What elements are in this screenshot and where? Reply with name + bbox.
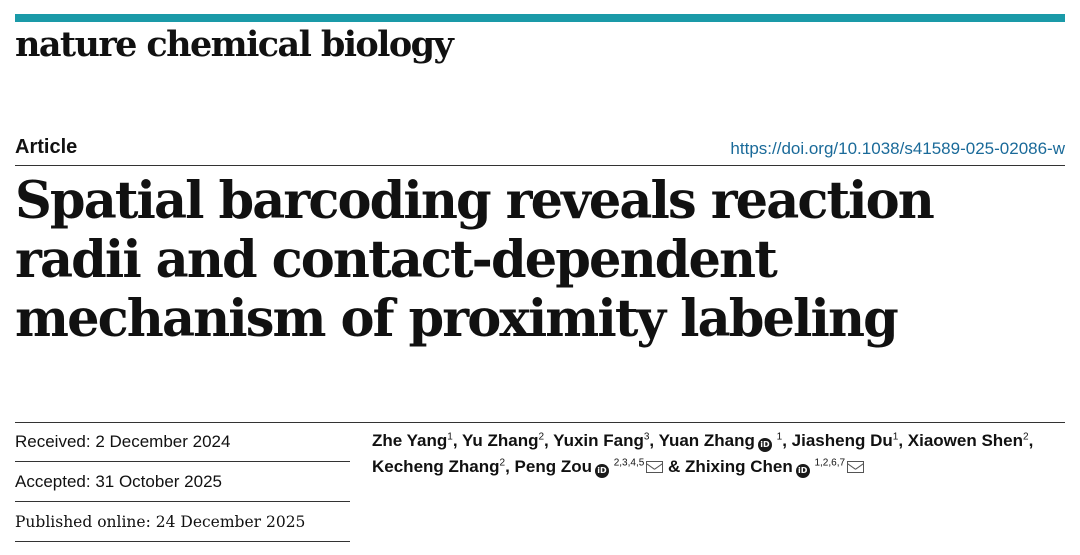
author[interactable]: Peng Zou iD 2,3,4,5: [515, 457, 664, 478]
author-line-2: Kecheng Zhang2, Peng Zou iD 2,3,4,5 & Zhi…: [372, 454, 1072, 480]
author[interactable]: Jiasheng Du1: [791, 431, 899, 450]
journal-accent-bar: [15, 14, 1065, 22]
author[interactable]: Yuan Zhang iD 1: [658, 431, 783, 452]
author[interactable]: Kecheng Zhang2: [372, 457, 506, 476]
author[interactable]: Yuxin Fang3: [553, 431, 650, 450]
header-divider: [15, 165, 1065, 166]
author[interactable]: Yu Zhang2: [461, 431, 545, 450]
orcid-icon[interactable]: iD: [757, 438, 772, 452]
published-date: Published online: 24 December 2025: [15, 502, 350, 542]
article-type: Article: [15, 136, 78, 158]
accepted-date: Accepted: 31 October 2025: [15, 462, 350, 502]
article-title: Spatial barcoding reveals reaction radii…: [15, 171, 935, 349]
author[interactable]: Zhixing Chen iD 1,2,6,7: [685, 457, 865, 478]
orcid-icon[interactable]: iD: [594, 464, 609, 478]
author[interactable]: Zhe Yang1: [372, 431, 453, 450]
received-date: Received: 2 December 2024: [15, 422, 350, 462]
title-divider: [15, 422, 1065, 423]
author-line-1: Zhe Yang1, Yu Zhang2, Yuxin Fang3, Yuan …: [372, 431, 1034, 452]
journal-name: nature chemical biology: [15, 24, 454, 65]
doi-link[interactable]: https://doi.org/10.1038/s41589-025-02086…: [730, 139, 1065, 158]
orcid-icon[interactable]: iD: [795, 464, 810, 478]
publication-dates: Received: 2 December 2024 Accepted: 31 O…: [15, 422, 350, 542]
author-list: Zhe Yang1, Yu Zhang2, Yuxin Fang3, Yuan …: [372, 428, 1072, 480]
envelope-icon[interactable]: [847, 461, 865, 473]
envelope-icon[interactable]: [646, 461, 664, 473]
author[interactable]: Xiaowen Shen2: [907, 431, 1029, 450]
